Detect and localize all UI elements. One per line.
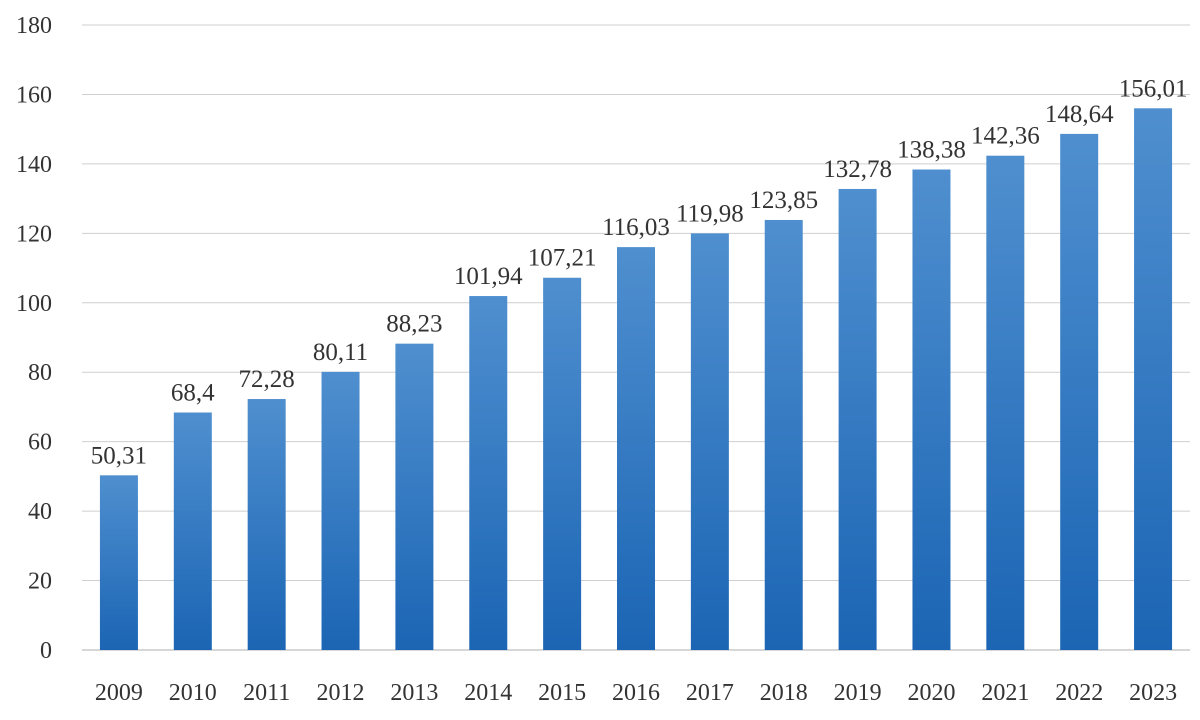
- bar-2011: [247, 399, 286, 650]
- data-label-2018: 123,85: [749, 187, 818, 214]
- x-tick-label-2021: 2021: [981, 680, 1029, 706]
- x-tick-label-2011: 2011: [243, 680, 290, 706]
- x-tick-label-2022: 2022: [1055, 680, 1103, 706]
- bar-2014: [469, 296, 508, 650]
- y-tick-label-20: 20: [28, 569, 52, 595]
- bar-2009: [99, 475, 138, 650]
- y-tick-label-40: 40: [28, 499, 52, 525]
- data-label-2020: 138,38: [897, 137, 966, 164]
- data-label-2011: 72,28: [239, 366, 295, 393]
- bar-2013: [395, 343, 434, 650]
- data-label-2016: 116,03: [602, 214, 670, 241]
- bar-2019: [838, 188, 877, 651]
- x-tick-label-2016: 2016: [612, 680, 660, 706]
- bars: [99, 108, 1173, 651]
- data-label-2012: 80,11: [313, 339, 368, 366]
- x-tick-label-2023: 2023: [1129, 680, 1177, 706]
- bar-2021: [986, 155, 1025, 650]
- bar-2016: [617, 247, 655, 651]
- data-label-2010: 68,4: [171, 380, 215, 407]
- bar-2017: [690, 233, 729, 650]
- data-label-2013: 88,23: [386, 311, 442, 338]
- x-tick-label-2019: 2019: [834, 680, 882, 706]
- x-tick-label-2009: 2009: [95, 680, 143, 706]
- x-tick-label-2013: 2013: [390, 680, 438, 706]
- y-axis-tick-labels: 0 20 40 60 80 100 120 140 160 180: [16, 13, 52, 664]
- x-tick-label-2017: 2017: [686, 680, 734, 706]
- data-label-2015: 107,21: [528, 245, 597, 272]
- bar-2023: [1134, 108, 1173, 651]
- bar-2015: [543, 277, 582, 650]
- data-label-2019: 132,78: [823, 156, 892, 183]
- bar-2010: [173, 412, 212, 650]
- x-tick-label-2010: 2010: [169, 680, 217, 706]
- data-label-2022: 148,64: [1045, 101, 1114, 128]
- y-tick-label-160: 160: [16, 82, 52, 108]
- x-tick-label-2020: 2020: [907, 680, 955, 706]
- y-tick-label-0: 0: [40, 638, 52, 664]
- bar-2022: [1060, 133, 1099, 650]
- x-tick-label-2018: 2018: [760, 680, 808, 706]
- x-tick-label-2014: 2014: [464, 680, 512, 706]
- data-label-2017: 119,98: [676, 200, 744, 227]
- y-tick-label-120: 120: [16, 221, 52, 247]
- bar-2020: [912, 169, 951, 650]
- y-tick-label-180: 180: [16, 13, 52, 39]
- x-tick-label-2012: 2012: [317, 680, 365, 706]
- y-tick-label-140: 140: [16, 152, 52, 178]
- bar-2012: [321, 371, 360, 650]
- data-label-2009: 50,31: [91, 442, 147, 469]
- y-tick-label-100: 100: [16, 291, 52, 317]
- data-label-2021: 142,36: [971, 123, 1040, 150]
- data-labels: 50,31 68,4 72,28 80,11 88,23 101,94107,21116,…: [91, 75, 1188, 469]
- x-tick-label-2015: 2015: [538, 680, 586, 706]
- y-tick-label-80: 80: [28, 360, 52, 386]
- y-tick-label-60: 60: [28, 430, 52, 456]
- bar-2018: [764, 219, 803, 650]
- data-label-2014: 101,94: [454, 263, 523, 290]
- x-axis-tick-labels: 2009 2010 2011 2012 2013 2014 2015 2016 2017 2018…: [95, 680, 1177, 706]
- data-label-2023: 156,01: [1119, 75, 1188, 102]
